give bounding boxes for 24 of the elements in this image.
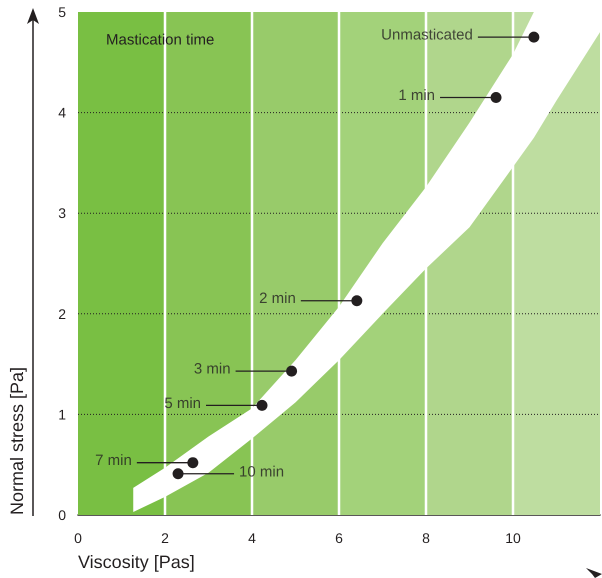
- y-tick-label: 0: [58, 507, 66, 523]
- annotation: 3 min: [194, 360, 231, 378]
- x-axis-title: Viscosity [Pas]: [78, 552, 195, 572]
- annotation: 2 min: [259, 290, 296, 308]
- y-tick-label: 3: [58, 205, 66, 222]
- x-tick-label: 0: [74, 530, 82, 546]
- y-tick-label: 5: [58, 4, 66, 20]
- point: [490, 92, 502, 104]
- x-tick-label: 6: [335, 530, 344, 546]
- y-tick-label: 2: [58, 306, 66, 322]
- point: [351, 295, 362, 306]
- point: [172, 468, 184, 480]
- point: [528, 32, 540, 43]
- point: [187, 457, 198, 468]
- x-tick-label: 8: [422, 530, 430, 546]
- x-tick-label: 10: [505, 530, 521, 546]
- x-tick-label: 2: [161, 530, 170, 546]
- y-tick-label: 1: [58, 406, 66, 422]
- annotation: 7 min: [95, 452, 132, 470]
- y-axis-title: Normal stress [Pa]: [7, 366, 27, 515]
- x-tick-label: 4: [248, 530, 256, 546]
- y-tick-label: 4: [58, 104, 66, 121]
- point: [256, 400, 268, 411]
- point: [286, 366, 298, 377]
